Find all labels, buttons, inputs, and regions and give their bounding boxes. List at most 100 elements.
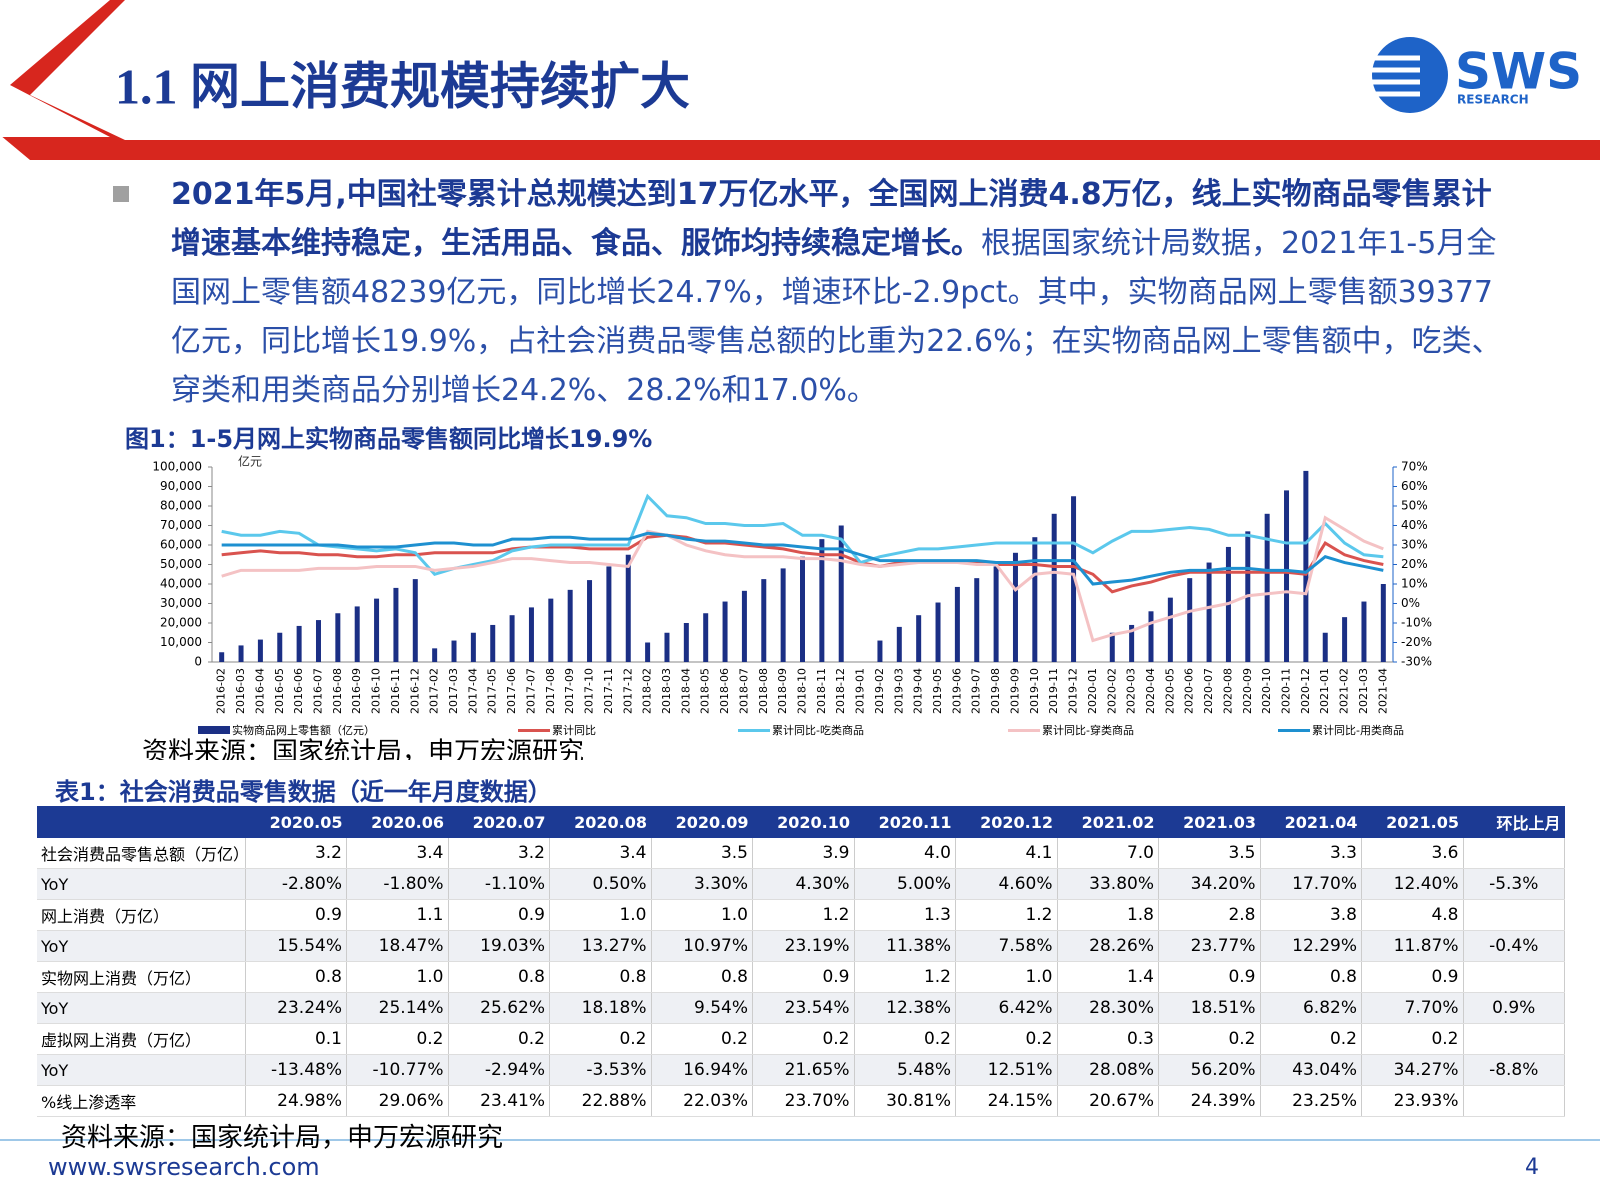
column-header: 环比上月	[1463, 806, 1565, 838]
bar	[1012, 552, 1018, 662]
row-label: YoY	[37, 930, 246, 962]
cell: 0.2	[1260, 1023, 1362, 1055]
cell: 7.70%	[1361, 992, 1464, 1024]
y2-tick-label: -20%	[1401, 635, 1432, 649]
x-tick-label: 2018-12	[834, 668, 847, 714]
y2-tick-label: -30%	[1401, 655, 1432, 669]
x-tick-label: 2020-04	[1144, 668, 1157, 714]
bar	[838, 525, 844, 662]
cell: 4.30%	[752, 868, 855, 900]
cell: 43.04%	[1260, 1054, 1362, 1086]
bar	[993, 566, 999, 662]
line	[221, 493, 1384, 576]
cell: 12.29%	[1260, 930, 1362, 962]
logo-sub: RESEARCH	[1457, 93, 1529, 107]
x-tick-label: 2018-04	[679, 668, 692, 714]
x-tick-label: 2016-08	[331, 668, 344, 714]
x-tick-label: 2018-07	[737, 668, 750, 714]
x-tick-label: 2017-02	[428, 668, 441, 714]
cell: 3.2	[448, 838, 550, 869]
x-tick-label: 2019-04	[912, 668, 925, 714]
cell: 23.93%	[1361, 1085, 1464, 1117]
x-tick-label: 2018-08	[757, 668, 770, 714]
cell: 0.2	[448, 1023, 550, 1055]
header-cut	[0, 0, 110, 137]
bullet-normal: 根据国家统计局数据，2021年1-5月全国网上零售额48239亿元，同比增长24…	[171, 226, 1502, 408]
x-tick-label: 2021-04	[1376, 668, 1389, 714]
x-tick-label: 2017-03	[447, 668, 460, 714]
page-number: 4	[1525, 1155, 1539, 1180]
cell: 23.77%	[1158, 930, 1261, 962]
cell: -2.80%	[245, 868, 347, 900]
cell: 3.6	[1361, 838, 1464, 869]
logo-stripes	[1372, 55, 1420, 97]
slide-title: 1.1 网上消费规模持续扩大	[115, 58, 690, 114]
cell: 18.47%	[346, 930, 449, 962]
cell: 9.54%	[651, 992, 753, 1024]
empty-cell	[1463, 1023, 1565, 1055]
y2-tick-label: 40%	[1401, 518, 1428, 532]
column-header: 2020.12	[955, 806, 1057, 838]
x-tick-label: 2020-09	[1241, 668, 1254, 714]
column-header: 2021.02	[1057, 806, 1159, 838]
bar	[1322, 632, 1328, 662]
column-header: 2021.05	[1361, 806, 1463, 838]
cell: 0.8	[245, 961, 347, 993]
cell: 0.2	[651, 1023, 753, 1055]
column-header: 2021.03	[1158, 806, 1260, 838]
x-tick-label: 2017-07	[524, 668, 537, 714]
x-tick-label: 2016-10	[370, 668, 383, 714]
x-tick-label: 2016-12	[408, 668, 421, 714]
bar	[1051, 513, 1057, 662]
bar	[315, 620, 321, 662]
bullet-text: 2021年5月,中国社零累计总规模达到17万亿水平，全国网上消费4.8万亿，线上…	[171, 170, 1516, 415]
row-label: 虚拟网上消费（万亿）	[37, 1023, 246, 1055]
bar	[664, 632, 670, 662]
table-row: YoY -2.80% -1.80% -1.10% 0.50% 3.30% 4.30% 5.00…	[37, 868, 1565, 900]
cell: 1.0	[346, 961, 449, 993]
cell: 3.4	[549, 838, 652, 869]
row-label: YoY	[37, 1054, 246, 1086]
x-tick-label: 2020-03	[1125, 668, 1138, 714]
chart-source: 资料来源：国家统计局，申万宏源研究	[142, 738, 584, 761]
cell: 22.88%	[549, 1085, 652, 1117]
bar	[896, 626, 902, 662]
cell: 1.2	[752, 899, 855, 931]
cell: -10.77%	[346, 1054, 449, 1086]
y-tick-label: 20,000	[160, 616, 202, 630]
row-label: YoY	[37, 992, 246, 1024]
bar	[1167, 597, 1173, 662]
change-cell: -8.8%	[1463, 1054, 1565, 1086]
x-tick-label: 2016-07	[311, 668, 324, 714]
cell: 23.24%	[245, 992, 347, 1024]
legend-swatch	[518, 729, 550, 732]
cell: 4.60%	[955, 868, 1058, 900]
change-cell: -0.4%	[1463, 930, 1565, 962]
x-tick-label: 2016-05	[273, 668, 286, 714]
table-row: 实物网上消费（万亿） 0.8 1.0 0.8 0.8 0.8 0.9 1.2 1.0 1.4 0.9…	[37, 961, 1565, 993]
cell: 0.9	[1361, 961, 1464, 993]
x-tick-label: 2019-09	[1008, 668, 1021, 714]
cell: 0.2	[854, 1023, 956, 1055]
x-tick-label: 2019-02	[873, 668, 886, 714]
x-tick-label: 2016-04	[253, 668, 266, 714]
cell: 13.27%	[549, 930, 652, 962]
bar	[974, 578, 980, 662]
x-tick-label: 2018-03	[660, 668, 673, 714]
cell: -2.94%	[448, 1054, 550, 1086]
x-tick-label: 2018-05	[699, 668, 712, 714]
bar	[296, 625, 302, 662]
cell: 6.42%	[955, 992, 1058, 1024]
x-tick-label: 2019-03	[892, 668, 905, 714]
table-source: 资料来源：国家统计局，申万宏源研究	[61, 1123, 504, 1153]
cell: 0.9	[752, 961, 855, 993]
x-tick-label: 2017-08	[544, 668, 557, 714]
x-tick-label: 2019-08	[989, 668, 1002, 714]
bar	[916, 615, 922, 662]
bar	[432, 648, 438, 662]
empty-cell	[1463, 1085, 1565, 1117]
cell: 12.38%	[854, 992, 956, 1024]
cell: 29.06%	[346, 1085, 449, 1117]
bar	[780, 568, 786, 662]
